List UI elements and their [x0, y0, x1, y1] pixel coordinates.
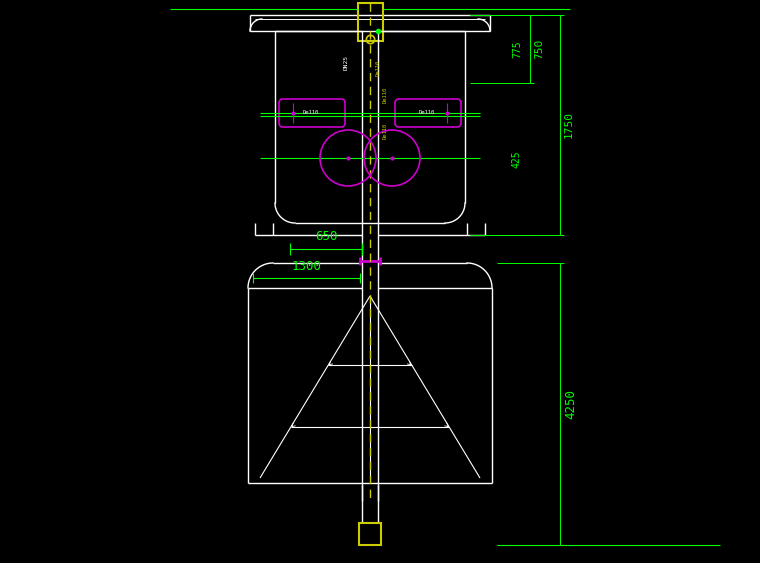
Text: 1750: 1750: [564, 111, 574, 138]
Text: 775: 775: [512, 40, 522, 58]
Text: 4250: 4250: [564, 389, 577, 419]
Text: 425: 425: [512, 150, 522, 168]
Text: De110: De110: [383, 123, 388, 139]
Bar: [358, 3, 383, 41]
Bar: [359, 523, 381, 545]
Text: De110: De110: [376, 60, 381, 76]
Text: De110: De110: [419, 109, 435, 114]
Text: 750: 750: [534, 39, 544, 59]
Text: 1300: 1300: [292, 260, 321, 273]
Text: 650: 650: [315, 230, 337, 243]
Text: DN25: DN25: [344, 56, 349, 70]
Text: De110: De110: [383, 87, 388, 103]
Text: De110: De110: [303, 109, 319, 114]
